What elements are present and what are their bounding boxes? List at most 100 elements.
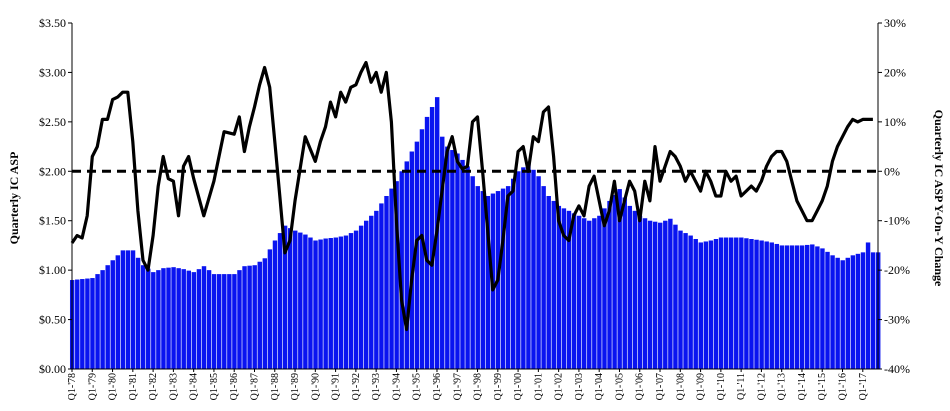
asp-bar <box>369 215 374 369</box>
asp-bar <box>774 243 780 369</box>
right-tick-label: 30% <box>884 16 906 30</box>
asp-bar <box>389 188 394 369</box>
x-tick-label: Q1-'09 <box>696 373 707 400</box>
left-tick-label: $0.50 <box>39 313 66 327</box>
asp-bar <box>531 169 536 369</box>
asp-bar <box>156 270 161 369</box>
asp-bar <box>404 161 409 369</box>
asp-bar <box>110 260 115 369</box>
x-tick-label: Q1-'11 <box>736 373 747 400</box>
asp-bar <box>105 265 110 369</box>
left-tick-label: $3.50 <box>39 16 66 30</box>
asp-bar <box>855 253 861 369</box>
asp-bar <box>840 260 845 369</box>
asp-bar <box>146 268 151 369</box>
asp-bar <box>267 249 273 369</box>
asp-bar <box>784 245 790 369</box>
asp-bar <box>323 238 328 369</box>
x-tick-label: Q1-'95 <box>412 373 423 400</box>
asp-bar <box>409 151 415 369</box>
asp-bar <box>678 230 683 369</box>
asp-bar <box>247 265 252 369</box>
asp-bar <box>440 136 445 369</box>
x-tick-label: Q1-'90 <box>310 373 321 400</box>
asp-bar <box>470 176 475 369</box>
x-tick-label: Q1-'92 <box>351 373 362 400</box>
asp-bar <box>287 228 293 369</box>
asp-bar <box>196 269 202 369</box>
y-axis-title-left: Quarterly IC ASP <box>7 152 21 245</box>
x-tick-label: Q1-'02 <box>554 373 565 400</box>
asp-bar <box>805 244 810 369</box>
left-tick-label: $2.00 <box>39 164 66 178</box>
asp-bar <box>536 176 541 369</box>
asp-bar <box>658 222 663 369</box>
asp-bar <box>566 210 572 369</box>
left-tick-label: $0.00 <box>39 362 66 376</box>
asp-bar <box>642 218 648 369</box>
left-tick-label: $2.50 <box>39 115 66 129</box>
asp-bar <box>764 241 769 369</box>
asp-bar <box>460 159 465 369</box>
asp-bar <box>581 218 587 369</box>
asp-bar <box>75 279 80 369</box>
x-tick-label: Q1-'93 <box>371 373 382 400</box>
asp-bar <box>576 215 582 369</box>
x-axis-ticks: Q1-'78 Q1-'79 Q1-'80 Q1-'81 Q1-'82 Q1-'83 Q1-'… <box>67 369 869 400</box>
asp-bar <box>419 129 425 369</box>
right-tick-label: 20% <box>884 65 906 79</box>
asp-bar <box>379 203 384 369</box>
yoy-line <box>70 60 873 332</box>
asp-bar <box>186 270 192 369</box>
asp-bar <box>526 163 531 369</box>
asp-bar <box>794 245 800 369</box>
asp-bar <box>206 270 212 369</box>
asp-bar <box>516 171 521 369</box>
asp-bar <box>850 255 856 369</box>
asp-bar <box>739 237 744 369</box>
x-tick-label: Q1-'84 <box>189 373 200 400</box>
asp-bar <box>414 141 420 369</box>
asp-bar <box>313 240 318 369</box>
yoy-series-line <box>70 60 873 332</box>
asp-bar <box>211 274 217 369</box>
asp-bar <box>252 265 257 369</box>
asp-bar <box>151 272 156 369</box>
asp-bar <box>713 239 719 369</box>
right-axis-ticks: -40% -30% -20% -10% 0% 10% 20% 30% <box>878 16 910 376</box>
asp-bar <box>424 116 430 369</box>
asp-bar <box>541 186 546 369</box>
asp-bar <box>100 270 105 369</box>
asp-bar <box>222 274 227 369</box>
asp-bars <box>69 97 881 369</box>
asp-bar <box>80 279 85 369</box>
asp-bar <box>318 239 323 369</box>
asp-bar <box>647 220 653 369</box>
asp-bar <box>663 220 668 369</box>
x-tick-label: Q1-'87 <box>250 373 261 400</box>
asp-bar <box>592 218 597 369</box>
right-tick-label: -20% <box>884 263 910 277</box>
asp-bar <box>353 230 359 369</box>
x-tick-label: Q1-'07 <box>655 373 666 400</box>
x-tick-label: Q1-'85 <box>209 373 220 400</box>
x-tick-label: Q1-'91 <box>331 373 342 400</box>
x-tick-label: Q1-'83 <box>168 373 179 400</box>
x-tick-label: Q1-'94 <box>391 373 402 400</box>
x-tick-label: Q1-'10 <box>716 373 727 400</box>
asp-bar <box>363 220 369 369</box>
asp-bar <box>799 245 805 369</box>
asp-bar <box>668 218 673 369</box>
asp-bar <box>551 200 556 369</box>
x-tick-label: Q1-'82 <box>148 373 159 400</box>
left-axis-ticks: $0.00 $0.50 $1.00 $1.50 $2.00 $2.50 $3.00 $3.50 <box>39 16 72 376</box>
asp-bar <box>546 196 551 369</box>
asp-bar <box>465 166 470 369</box>
x-tick-label: Q1-'15 <box>817 373 828 400</box>
asp-bar <box>769 242 774 369</box>
asp-bar <box>632 210 638 369</box>
asp-bar <box>622 197 627 369</box>
asp-bar <box>455 153 460 369</box>
asp-bar <box>384 196 389 369</box>
asp-bar <box>825 251 830 369</box>
